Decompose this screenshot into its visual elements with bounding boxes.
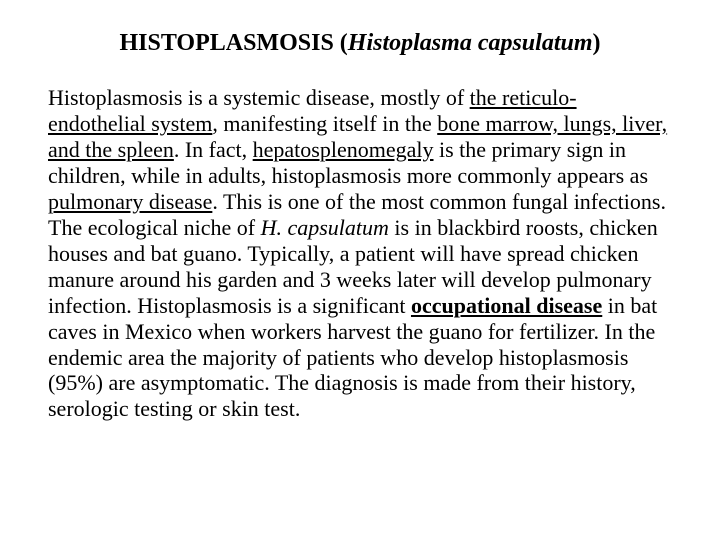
title-close-paren: ): [593, 30, 601, 56]
body-text: . In fact,: [174, 137, 253, 162]
body-text: , manifesting itself in the: [212, 111, 437, 136]
body-underline-hepato: hepatosplenomegaly: [253, 137, 434, 162]
title-plain: HISTOPLASMOSIS: [119, 30, 339, 56]
body-underline-bold-occupational: occupational disease: [411, 293, 602, 318]
body-paragraph: Histoplasmosis is a systemic disease, mo…: [48, 85, 672, 422]
slide-title: HISTOPLASMOSIS (Histoplasma capsulatum): [102, 30, 618, 57]
slide: HISTOPLASMOSIS (Histoplasma capsulatum) …: [0, 0, 720, 540]
body-text: Histoplasmosis is a systemic disease, mo…: [48, 85, 470, 110]
body-underline-pulmonary: pulmonary disease: [48, 189, 212, 214]
title-species: Histoplasma capsulatum: [348, 30, 593, 56]
title-open-paren: (: [340, 30, 348, 56]
body-italic-species: H. capsulatum: [261, 215, 389, 240]
